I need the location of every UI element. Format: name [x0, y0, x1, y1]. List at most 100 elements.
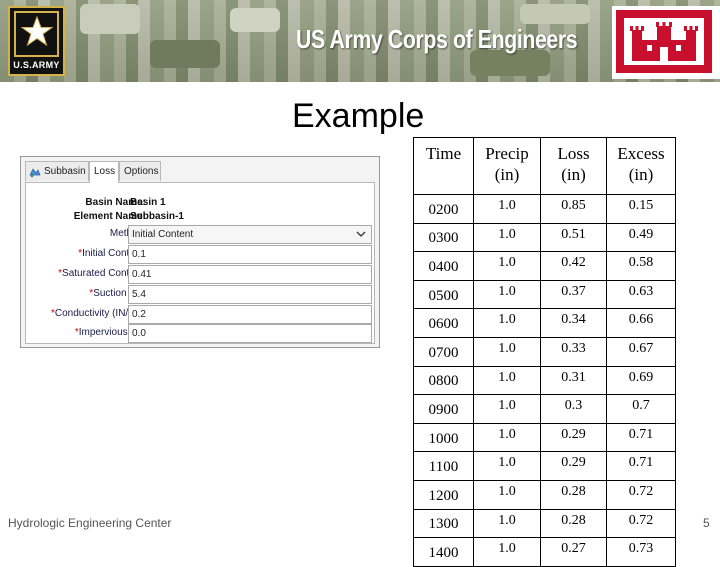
header-excess: Excess (in): [606, 137, 676, 195]
precip-cell: 1.0: [473, 508, 541, 539]
excess-cell: 0.73: [606, 537, 676, 567]
table-row: 1400 1.0 0.27 0.73: [413, 537, 676, 567]
saturated-content-row: *Saturated Content:: [26, 265, 376, 284]
tab-options[interactable]: Options: [119, 161, 161, 181]
star-icon: [21, 15, 53, 47]
table-row: 1100 1.0 0.29 0.71: [413, 451, 676, 481]
precip-cell: 1.0: [473, 308, 541, 338]
required-marker: *: [89, 288, 94, 299]
precip-cell: 1.0: [473, 479, 541, 510]
initial-content-row: *Initial Content:: [26, 245, 376, 264]
basin-name-row: Basin Name: Basin 1: [26, 194, 376, 213]
excess-cell: 0.7: [606, 394, 676, 424]
table-row: 1000 1.0 0.29 0.71: [413, 422, 676, 453]
table-row: 1300 1.0 0.28 0.72: [413, 508, 676, 539]
impervious-label: *Impervious (%): [74, 327, 146, 338]
loss-cell: 0.33: [540, 336, 607, 367]
precip-cell: 1.0: [473, 336, 541, 367]
element-name-label: Element Name:: [73, 211, 146, 222]
table-row: 0500 1.0 0.37 0.63: [413, 279, 676, 310]
excess-cell: 0.71: [606, 422, 676, 453]
table-row: 0700 1.0 0.33 0.67: [413, 336, 676, 367]
time-cell: 1300: [413, 508, 474, 539]
army-logo-caption: U.S.ARMY: [13, 60, 60, 70]
loss-cell: 0.51: [540, 222, 607, 253]
excess-cell: 0.58: [606, 251, 676, 281]
loss-cell: 0.28: [540, 508, 607, 539]
loss-cell: 0.3: [540, 394, 607, 424]
conductivity-input[interactable]: [128, 305, 372, 324]
required-marker: *: [78, 248, 83, 259]
camo-patch: [520, 4, 590, 24]
excess-cell: 0.72: [606, 479, 676, 510]
basin-name-value: Basin 1: [130, 197, 166, 208]
time-cell: 0200: [413, 194, 474, 224]
loss-cell: 0.28: [540, 479, 607, 510]
time-cell: 0400: [413, 251, 474, 281]
time-cell: 0800: [413, 365, 474, 396]
method-row: Method: Initial Content: [26, 225, 376, 244]
precip-cell: 1.0: [473, 251, 541, 281]
header-banner: U.S.ARMY US Army Corps of Engineers: [0, 0, 720, 82]
page-number: 5: [703, 516, 710, 530]
header-time: Time: [413, 137, 474, 195]
loss-method-select[interactable]: Initial Content: [128, 225, 372, 244]
loss-cell: 0.42: [540, 251, 607, 281]
tab-options-label: Options: [124, 166, 159, 177]
precip-cell: 1.0: [473, 422, 541, 453]
corps-of-engineers-logo: [612, 6, 720, 79]
required-marker: *: [58, 268, 63, 279]
excess-cell: 0.69: [606, 365, 676, 396]
saturated-content-input[interactable]: [128, 265, 372, 284]
loss-method-value: Initial Content: [132, 229, 194, 240]
banner-title: US Army Corps of Engineers: [296, 24, 578, 54]
table-row: 0800 1.0 0.31 0.69: [413, 365, 676, 396]
excess-cell: 0.67: [606, 336, 676, 367]
suction-label: *Suction (IN): [89, 288, 146, 299]
time-cell: 0700: [413, 336, 474, 367]
loss-method-panel: Subbasin Loss Options Basin Name: Basin …: [20, 156, 380, 348]
time-cell: 1400: [413, 537, 474, 567]
loss-cell: 0.29: [540, 422, 607, 453]
time-cell: 0900: [413, 394, 474, 424]
loss-cell: 0.37: [540, 279, 607, 310]
header-loss: Loss (in): [540, 137, 607, 195]
header-precip: Precip (in): [473, 137, 541, 195]
tab-subbasin-label: Subbasin: [44, 166, 86, 177]
camo-patch: [80, 4, 140, 34]
tab-subbasin[interactable]: Subbasin: [25, 161, 89, 181]
table-header-row: Time Precip (in) Loss (in) Excess (in): [413, 137, 676, 195]
suction-row: *Suction (IN): [26, 285, 376, 304]
castle-icon: [618, 12, 710, 71]
castle-frame: [616, 10, 712, 73]
table-row: 1200 1.0 0.28 0.72: [413, 479, 676, 510]
impervious-row: *Impervious (%): [26, 324, 376, 343]
footer-organization: Hydrologic Engineering Center: [8, 516, 172, 530]
precip-cell: 1.0: [473, 222, 541, 253]
initial-content-label: *Initial Content:: [78, 248, 146, 259]
tab-loss[interactable]: Loss: [89, 161, 119, 183]
component-editor-tabs: Subbasin Loss Options: [25, 161, 375, 183]
excess-cell: 0.66: [606, 308, 676, 338]
table-row: 0900 1.0 0.3 0.7: [413, 394, 676, 424]
time-cell: 0500: [413, 279, 474, 310]
suction-input[interactable]: [128, 285, 372, 304]
time-cell: 1100: [413, 451, 474, 481]
time-cell: 0300: [413, 222, 474, 253]
excess-cell: 0.71: [606, 451, 676, 481]
excess-cell: 0.49: [606, 222, 676, 253]
impervious-input[interactable]: [128, 324, 372, 343]
slide-title: Example: [292, 97, 425, 135]
conductivity-row: *Conductivity (IN/HR): [26, 305, 376, 324]
excess-cell: 0.15: [606, 194, 676, 224]
precip-cell: 1.0: [473, 279, 541, 310]
army-star-frame: [14, 11, 59, 57]
precip-cell: 1.0: [473, 365, 541, 396]
camo-patch: [470, 50, 550, 76]
initial-content-input[interactable]: [128, 245, 372, 264]
tab-loss-label: Loss: [94, 166, 116, 177]
precip-cell: 1.0: [473, 451, 541, 481]
chevron-down-icon: [356, 231, 366, 237]
time-cell: 1000: [413, 422, 474, 453]
table-row: 0400 1.0 0.42 0.58: [413, 251, 676, 281]
